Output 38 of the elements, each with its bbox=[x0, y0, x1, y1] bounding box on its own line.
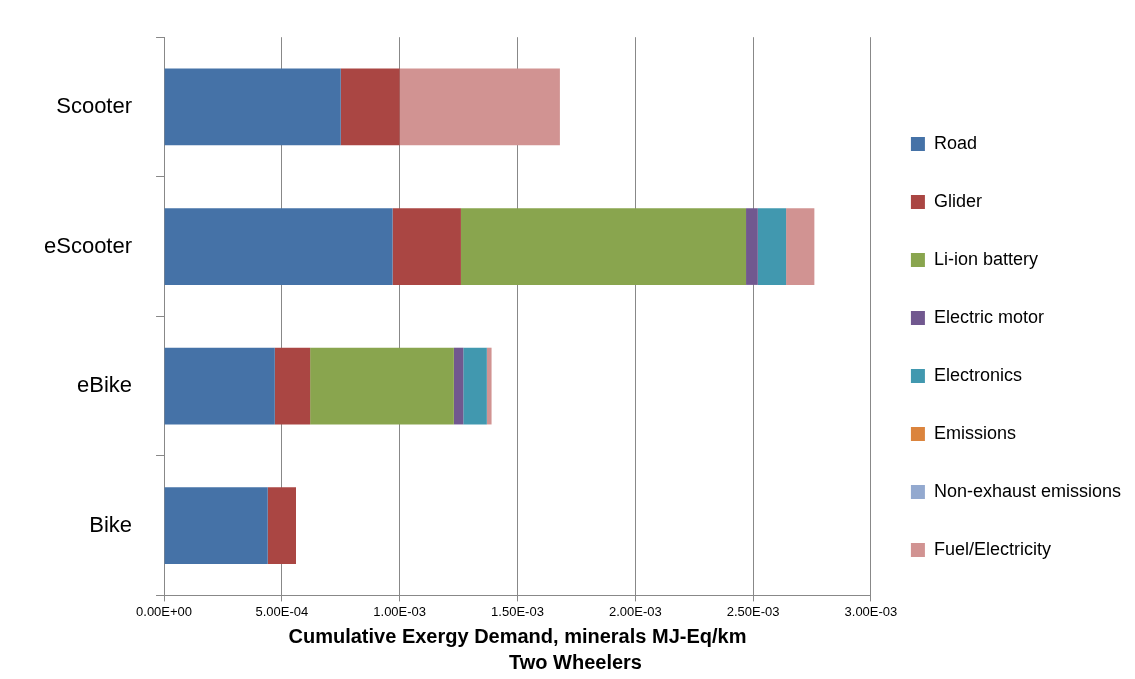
bar bbox=[310, 347, 454, 425]
bar bbox=[746, 208, 758, 285]
legend-label: Road bbox=[933, 132, 977, 153]
bar bbox=[164, 487, 268, 564]
legend-label: Li-ion battery bbox=[933, 248, 1038, 269]
bar bbox=[757, 208, 787, 285]
x-tick-label: 3.00E-03 bbox=[844, 603, 898, 619]
text: Two Wheelers bbox=[509, 650, 642, 673]
legend-label: Fuel/Electricity bbox=[933, 538, 1051, 559]
x-axis-title: Cumulative Exergy Demand, minerals MJ-Eq/km bbox=[288, 624, 747, 647]
bar bbox=[164, 347, 275, 425]
bar bbox=[392, 208, 461, 285]
bar bbox=[463, 347, 487, 425]
bar bbox=[164, 68, 341, 146]
legend-label: Emissions bbox=[933, 422, 1016, 443]
bar bbox=[453, 347, 464, 425]
x-tick-label: 5.00E-04 bbox=[255, 603, 309, 619]
x-tick-label: 2.50E-03 bbox=[726, 603, 780, 619]
legend-label: Electric motor bbox=[933, 306, 1044, 327]
bar bbox=[486, 347, 492, 425]
bar bbox=[274, 347, 311, 425]
bar bbox=[460, 208, 747, 285]
bar bbox=[786, 208, 815, 285]
y-tick-label: eScooter bbox=[43, 232, 133, 258]
legend-label: Non-exhaust emissions bbox=[933, 480, 1122, 501]
x-tick-label: 1.00E-03 bbox=[373, 603, 427, 619]
legend-label: Glider bbox=[933, 190, 982, 211]
bar bbox=[164, 208, 393, 285]
y-tick-label: eBike bbox=[77, 372, 133, 398]
bar bbox=[267, 487, 296, 564]
legend-label: Electronics bbox=[933, 364, 1022, 385]
y-tick-label: Scooter bbox=[56, 93, 133, 119]
x-tick-label: 0.00E+00 bbox=[136, 603, 193, 619]
y-tick-label: Bike bbox=[89, 511, 133, 537]
bar bbox=[399, 68, 560, 146]
x-tick-label: 2.00E-03 bbox=[608, 603, 662, 619]
bar bbox=[340, 68, 400, 146]
x-tick-label: 1.50E-03 bbox=[491, 603, 544, 619]
